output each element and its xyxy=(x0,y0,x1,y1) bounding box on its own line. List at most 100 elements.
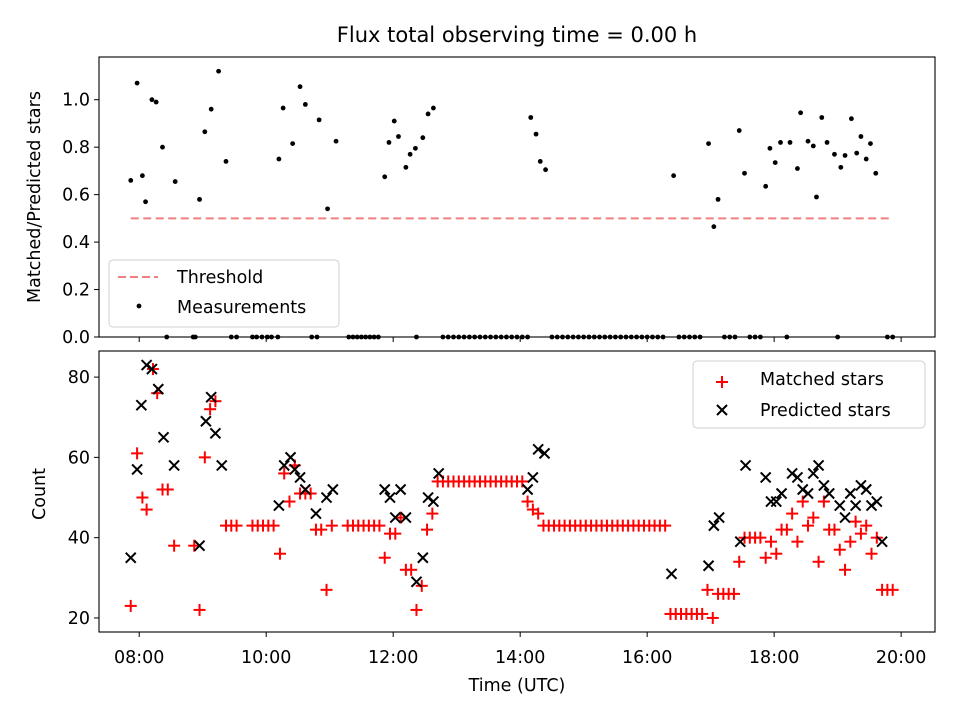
matched-star-point xyxy=(378,551,391,564)
predicted-star-point xyxy=(294,471,306,484)
x-tick-label: 08:00 xyxy=(114,648,164,668)
measurement-point xyxy=(316,117,322,123)
matched-star-point xyxy=(325,519,338,532)
matched-star-point xyxy=(701,583,714,596)
measurement-point xyxy=(290,141,296,147)
measurement-point xyxy=(810,143,816,149)
measurement-point xyxy=(742,170,747,176)
matched-star-point xyxy=(140,503,153,516)
predicted-star-point xyxy=(791,471,804,484)
matched-star-point xyxy=(278,467,291,480)
matched-star-point xyxy=(780,523,793,536)
predicted-star-point xyxy=(205,391,217,403)
measurement-point xyxy=(128,177,134,183)
matched-star-point xyxy=(273,547,286,560)
matched-star-point xyxy=(839,563,852,576)
predicted-star-point xyxy=(734,535,746,548)
y-tick-label: 1.0 xyxy=(62,91,90,111)
matched-star-point xyxy=(849,515,862,528)
x-axis-label: Time (UTC) xyxy=(468,676,566,696)
matched-star-point xyxy=(315,523,328,536)
matched-star-point xyxy=(124,599,137,612)
measurement-point xyxy=(139,173,145,179)
measurement-point xyxy=(528,115,534,120)
measurement-point xyxy=(832,151,837,157)
predicted-star-point xyxy=(273,499,285,512)
predicted-star-point xyxy=(284,451,297,464)
matched-star-point xyxy=(389,527,402,540)
x-tick-label: 12:00 xyxy=(368,648,418,668)
predicted-star-point xyxy=(135,399,148,411)
legend-measurements-swatch xyxy=(136,303,142,309)
measurement-point xyxy=(533,131,539,137)
matched-star-point xyxy=(267,519,280,532)
predicted-star-point xyxy=(327,483,339,496)
matched-star-point xyxy=(770,547,783,560)
measurement-point xyxy=(842,153,848,158)
matched-star-point xyxy=(886,583,899,596)
measurement-point xyxy=(172,179,178,184)
predicted-star-point xyxy=(818,479,830,492)
matched-star-point xyxy=(320,583,333,596)
matched-star-point xyxy=(812,555,825,568)
measurement-point xyxy=(403,164,409,170)
y-axis-label-count: Count xyxy=(30,468,50,520)
matched-star-point xyxy=(131,447,144,460)
predicted-star-point xyxy=(427,495,440,508)
measurement-point xyxy=(787,140,793,145)
predicted-star-point xyxy=(209,427,222,439)
legend-box-ratio xyxy=(108,259,340,328)
legend-predicted-swatch xyxy=(716,404,728,416)
predicted-star-point xyxy=(665,568,678,580)
x-tick-label: 16:00 xyxy=(622,648,672,668)
measurement-point xyxy=(333,138,339,144)
measurement-point xyxy=(819,115,825,120)
measurement-point xyxy=(715,196,721,202)
y-tick-label: 80 xyxy=(68,368,90,388)
matched-star-point xyxy=(198,451,211,464)
x-tick-label: 10:00 xyxy=(241,648,291,668)
predicted-star-point xyxy=(860,483,872,496)
panel-ratio: Flux total observing time = 0.00 h Match… xyxy=(25,23,936,348)
predicted-star-point xyxy=(759,471,772,484)
measurement-point xyxy=(431,105,436,111)
matched-star-point xyxy=(283,495,296,508)
predicted-star-point xyxy=(216,459,228,472)
legend-count: Matched stars Predicted stars xyxy=(692,360,926,429)
legend-threshold-label: Threshold xyxy=(176,268,263,288)
matched-star-point xyxy=(759,551,772,564)
axes-frame-ratio xyxy=(98,56,936,338)
measurement-point xyxy=(391,118,397,124)
measurement-point xyxy=(276,156,282,162)
measurement-point xyxy=(849,116,854,122)
matched-star-point xyxy=(727,587,740,600)
matched-star-point xyxy=(802,519,815,532)
predicted-star-point xyxy=(146,363,158,375)
measurement-point xyxy=(153,99,159,105)
y-ticks-ratio: 0.0 0.2 0.4 0.6 0.8 1.0 xyxy=(62,91,99,348)
predicted-star-point xyxy=(739,459,752,472)
y-tick-label: 0.4 xyxy=(62,233,90,253)
predicted-star-point xyxy=(384,491,396,504)
predicted-star-point xyxy=(379,483,391,496)
measurement-point xyxy=(134,80,140,86)
measurement-point xyxy=(280,105,286,111)
matched-star-point xyxy=(786,507,799,520)
matched-star-point xyxy=(844,535,857,548)
predicted-star-point xyxy=(320,491,333,504)
measurement-point xyxy=(297,84,303,90)
predicted-star-point xyxy=(713,511,725,524)
measurement-point xyxy=(208,106,214,112)
predicted-star-point xyxy=(131,463,143,476)
measurement-point xyxy=(778,140,783,145)
y-tick-label: 60 xyxy=(68,448,90,468)
measurement-point xyxy=(763,183,769,189)
predicted-star-point xyxy=(168,459,180,472)
measurement-point xyxy=(824,140,830,145)
predicted-star-point xyxy=(521,483,534,496)
matched-star-point xyxy=(828,523,841,536)
measurement-point xyxy=(858,134,864,139)
measurement-point xyxy=(223,159,229,164)
measurement-point xyxy=(537,159,543,164)
measurement-point xyxy=(868,141,873,147)
